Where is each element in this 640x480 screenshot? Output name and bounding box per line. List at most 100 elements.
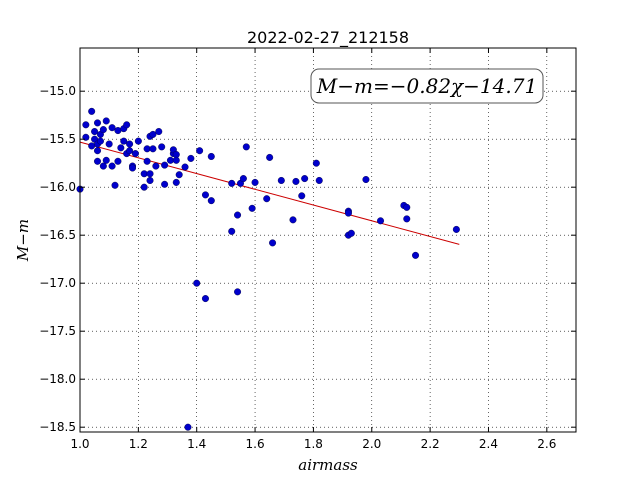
data-point xyxy=(131,150,139,158)
data-point xyxy=(88,142,96,150)
x-tick-label: 1.6 xyxy=(246,437,265,451)
data-point xyxy=(114,157,122,165)
data-point xyxy=(155,128,163,136)
x-tick-label: 2.4 xyxy=(479,437,498,451)
data-point xyxy=(344,209,352,217)
data-point xyxy=(120,137,128,145)
data-point xyxy=(201,191,209,199)
data-point xyxy=(187,154,195,162)
data-point xyxy=(102,117,110,125)
data-point xyxy=(312,159,320,167)
data-point xyxy=(193,279,201,287)
x-tick-label: 1.2 xyxy=(129,437,148,451)
data-point xyxy=(362,176,370,184)
data-point xyxy=(161,180,169,188)
data-point xyxy=(403,203,411,211)
data-point xyxy=(91,128,99,136)
y-tick-label: −15.0 xyxy=(39,84,76,98)
data-point xyxy=(99,162,107,170)
data-point xyxy=(251,178,259,186)
data-point xyxy=(248,204,256,212)
data-point xyxy=(166,156,174,164)
data-point xyxy=(298,192,306,200)
x-tick-label: 2.0 xyxy=(362,437,381,451)
data-point xyxy=(96,137,104,145)
data-point xyxy=(347,229,355,237)
data-point xyxy=(143,157,151,165)
data-point xyxy=(111,181,119,189)
data-point xyxy=(239,175,247,183)
data-point xyxy=(94,119,102,127)
data-point xyxy=(242,143,250,151)
x-tick-label: 1.0 xyxy=(70,437,89,451)
y-tick-label: −16.5 xyxy=(39,228,76,242)
x-tick-label: 1.8 xyxy=(304,437,323,451)
data-point xyxy=(412,251,420,259)
data-point xyxy=(108,162,116,170)
y-tick-label: −16.0 xyxy=(39,180,76,194)
y-tick-label: −17.0 xyxy=(39,276,76,290)
fit-annotation-box xyxy=(310,68,544,104)
data-point xyxy=(172,156,180,164)
data-point xyxy=(403,215,411,223)
fit-annotation-text: M−m=−0.82χ−14.71 xyxy=(316,74,537,98)
data-point xyxy=(94,147,102,155)
y-tick-label: −18.5 xyxy=(39,420,76,434)
data-point xyxy=(82,121,90,129)
data-point xyxy=(161,161,169,169)
data-point xyxy=(158,143,166,151)
x-tick-label: 1.4 xyxy=(187,437,206,451)
data-point xyxy=(126,140,134,148)
fit-line xyxy=(79,141,460,245)
y-tick-label: −15.5 xyxy=(39,132,76,146)
plot-area xyxy=(76,47,577,433)
x-tick-label: 2.6 xyxy=(537,437,556,451)
y-tick-label: −18.0 xyxy=(39,372,76,386)
data-point xyxy=(129,164,137,172)
data-point xyxy=(108,124,116,132)
fit-layer xyxy=(79,141,460,245)
data-point xyxy=(228,227,236,235)
data-point xyxy=(123,121,131,129)
data-point xyxy=(266,153,274,161)
data-point xyxy=(105,140,113,148)
data-point xyxy=(102,156,110,164)
y-tick-labels: −15.0 −15.5 −16.0 −16.5 −17.0 −17.5 −18.0 −18.5 xyxy=(39,84,76,434)
data-point xyxy=(143,145,151,153)
data-point xyxy=(146,170,154,178)
data-point xyxy=(181,163,189,171)
data-point xyxy=(234,211,242,219)
grid xyxy=(79,48,576,432)
data-point xyxy=(152,162,160,170)
y-tick-label: −17.5 xyxy=(39,324,76,338)
data-point xyxy=(146,176,154,184)
data-point xyxy=(140,170,148,178)
data-point xyxy=(175,171,183,179)
data-point xyxy=(207,197,215,205)
data-point xyxy=(234,288,242,296)
data-point xyxy=(263,195,271,203)
data-point xyxy=(201,295,209,303)
fit-annotation: M−m=−0.82χ−14.71 xyxy=(310,68,544,104)
plot-frame xyxy=(79,47,577,433)
data-point xyxy=(172,178,180,186)
plot-frame-bg xyxy=(80,48,576,432)
data-point xyxy=(315,176,323,184)
data-point xyxy=(292,177,300,185)
data-point xyxy=(114,127,122,135)
x-tick-labels: 1.0 1.2 1.4 1.6 1.8 2.0 2.2 2.4 2.6 xyxy=(70,437,556,451)
data-point xyxy=(88,107,96,115)
data-point xyxy=(140,183,148,191)
data-point xyxy=(207,152,215,160)
data-point xyxy=(117,144,125,152)
data-point xyxy=(126,147,134,155)
x-axis-label: airmass xyxy=(298,456,358,474)
data-point xyxy=(228,179,236,187)
data-point xyxy=(289,216,297,224)
data-point xyxy=(269,239,277,247)
data-point xyxy=(149,145,157,153)
data-point xyxy=(277,176,285,184)
data-point xyxy=(301,175,309,183)
data-point xyxy=(452,225,460,233)
